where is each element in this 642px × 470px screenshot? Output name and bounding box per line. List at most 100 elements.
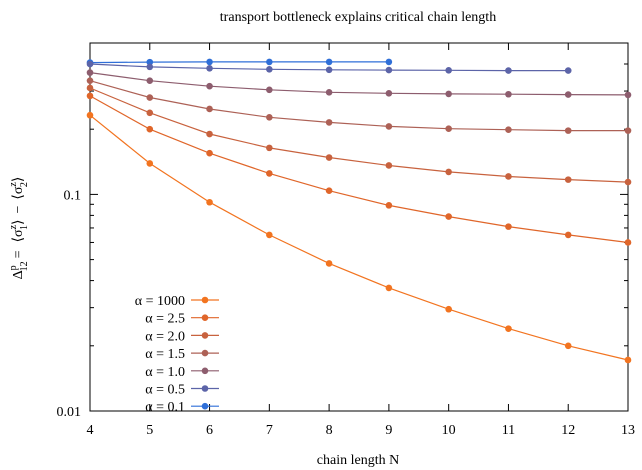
x-tick-label: 8 [326,423,333,438]
data-point [385,58,393,66]
data-point [445,168,452,176]
x-axis-label: chain length N [317,453,399,468]
data-point [624,178,632,186]
data-point [325,187,333,195]
legend-marker [201,349,209,357]
axes: 4 5 6 7 8 9 10 11 12 13 0.01 0.1 [57,42,635,438]
series-line [89,95,629,244]
data-point [266,66,273,73]
series-line [89,61,389,64]
y-tick-label: 0.01 [57,405,82,420]
data-point [206,65,213,72]
data-point [445,125,452,133]
data-point [86,69,94,76]
chart-title: transport bottleneck explains critical c… [220,10,496,25]
legend-marker [201,402,209,410]
data-point [564,67,572,74]
plot-series [86,58,632,364]
data-point [564,231,572,239]
legend-label: α = 2.0 [145,329,185,344]
data-point [505,90,512,98]
plot-frame [89,42,629,412]
legend-label: α = 0.5 [145,383,185,398]
data-point [266,144,273,152]
data-point [385,202,393,209]
data-point [505,223,512,230]
data-point [445,305,452,313]
x-tick-label: 5 [146,423,153,438]
data-point [146,58,154,66]
legend-marker [201,314,209,322]
x-tick-label: 7 [266,423,273,438]
data-point [385,66,393,74]
series-line [89,72,629,96]
data-point [266,231,273,239]
data-point [624,127,632,134]
data-point [86,111,94,119]
data-point [206,130,213,138]
data-point [385,162,393,169]
data-point [86,60,94,68]
data-point [266,113,273,121]
data-point [146,77,154,84]
legend-label: α = 0.1 [145,400,185,415]
data-point [505,67,512,74]
data-point [445,213,452,220]
data-point [564,176,572,183]
x-tick-label: 9 [385,423,392,438]
data-point [266,58,273,66]
legend-marker [201,385,209,392]
x-tick-label: 13 [621,423,635,438]
data-point [146,94,154,101]
legend-label: α = 1000 [135,294,185,309]
data-point [86,77,94,84]
legend-marker [201,332,209,339]
data-point [86,92,94,100]
data-point [325,66,333,74]
data-point [325,154,333,161]
x-tick-label: 11 [502,423,515,438]
series-line [89,80,628,132]
data-point [385,123,393,130]
data-point [206,105,213,113]
data-point [206,198,213,206]
data-point [86,84,94,92]
data-point [564,127,572,134]
data-point [146,109,154,117]
data-point [624,356,632,364]
legend-label: α = 1.0 [145,365,185,380]
svg-text:Δp12=⟨σz1⟩−⟨σz2⟩: Δp12=⟨σz1⟩−⟨σz2⟩ [8,177,30,280]
data-point [146,63,154,71]
series-line [89,114,629,361]
y-axis-label: Δp12=⟨σz1⟩−⟨σz2⟩ [8,177,30,280]
data-point [505,126,512,133]
data-point [564,91,572,98]
data-point [325,119,333,126]
data-point [385,284,393,292]
data-point [206,149,213,157]
data-point [325,58,333,66]
data-point [325,260,333,267]
data-point [505,173,512,180]
data-point [624,239,632,246]
series-line [89,87,629,183]
legend-label: α = 2.5 [145,312,185,327]
data-point [206,82,213,90]
legend-label: α = 1.5 [145,347,185,362]
data-point [146,160,154,167]
legend-marker [201,367,209,375]
legend-marker [201,296,209,304]
data-point [206,58,213,66]
x-tick-label: 10 [442,423,456,438]
data-point [266,170,273,177]
legend: α = 1000 α = 2.5 α = 2.0 α = 1.5 α = 1.0 α = … [135,294,219,415]
data-point [624,91,632,99]
data-point [445,67,452,74]
data-point [385,89,393,97]
x-tick-label: 4 [87,423,94,438]
y-tick-label: 0.1 [64,188,82,203]
data-point [445,90,452,98]
data-point [146,125,154,133]
data-point [564,342,572,350]
data-point [505,325,512,332]
